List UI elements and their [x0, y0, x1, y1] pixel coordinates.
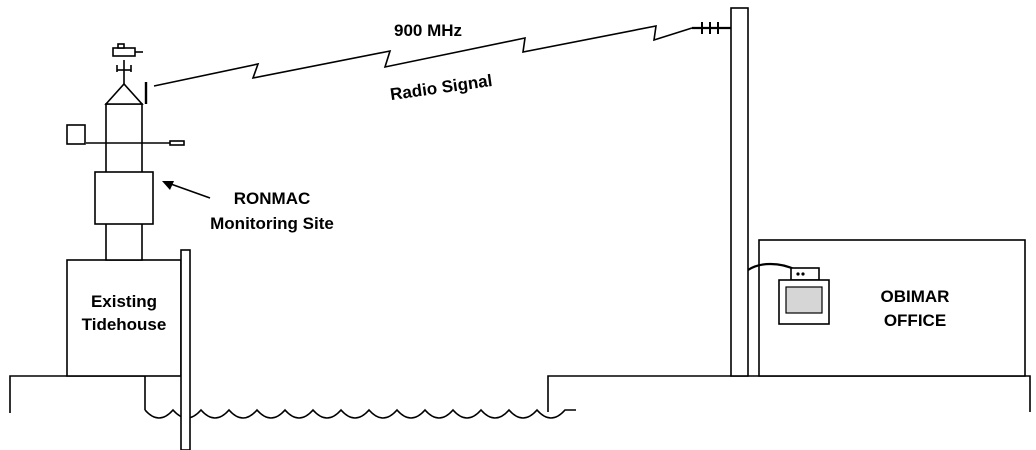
tidehouse-label-line2: Tidehouse [82, 315, 167, 334]
signal-frequency-label: 900 MHz [394, 21, 462, 40]
left-bank [9, 375, 146, 413]
radio-signal-path [153, 24, 693, 87]
receiver-antenna [692, 22, 731, 34]
computer [778, 267, 830, 325]
equipment-enclosure [94, 171, 154, 225]
computer-led-1 [796, 272, 800, 276]
tidehouse-box [66, 259, 182, 377]
weather-vane-body [112, 47, 136, 57]
computer-led-2 [801, 272, 805, 276]
pointer-head [162, 181, 174, 190]
ground [9, 375, 1031, 419]
pointer-line [167, 182, 211, 199]
site-label-line2: Monitoring Site [210, 214, 334, 233]
water-surface [144, 408, 576, 419]
site-label-line1: RONMAC [234, 189, 311, 208]
arm-tip [169, 140, 185, 146]
piling-post [180, 249, 191, 450]
monitor-screen [785, 286, 823, 314]
right-bank [547, 375, 1031, 412]
tower-top [104, 82, 144, 105]
site-pointer-arrow [162, 181, 211, 199]
sensor-box [66, 124, 86, 145]
antenna-pole [730, 7, 749, 377]
weather-vane-cap [117, 43, 125, 49]
monitoring-tower [66, 43, 185, 261]
tidehouse-label-line1: Existing [91, 292, 157, 311]
office-label-line1: OBIMAR [881, 287, 950, 306]
signal-type-label: Radio Signal [389, 71, 494, 104]
tidehouse: Existing Tidehouse [66, 259, 182, 377]
computer-unit [790, 267, 820, 281]
office-label-line2: OFFICE [884, 311, 946, 330]
piling [180, 249, 191, 450]
